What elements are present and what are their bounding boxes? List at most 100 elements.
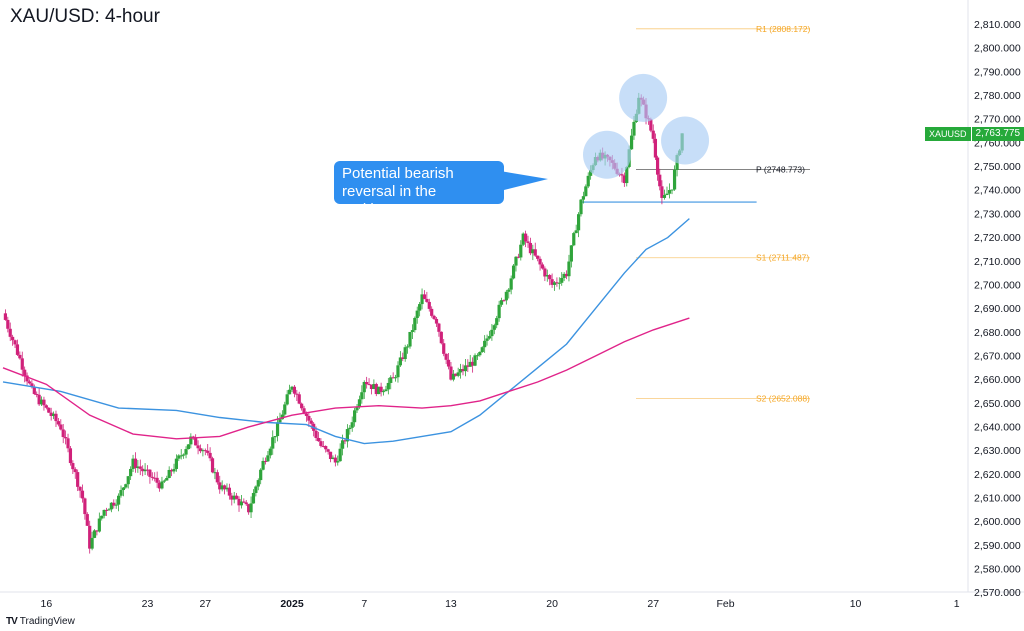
candle	[80, 484, 85, 503]
candle	[333, 454, 337, 467]
candle	[189, 433, 193, 449]
candle	[203, 448, 207, 456]
candle	[155, 471, 159, 488]
candle	[384, 385, 388, 392]
candle	[218, 475, 222, 494]
candle	[543, 266, 547, 282]
candle	[658, 168, 662, 191]
candle	[256, 478, 260, 491]
x-tick-label: 27	[199, 598, 211, 610]
x-tick-label: 7	[361, 598, 367, 610]
candle	[239, 494, 244, 509]
candle	[275, 416, 280, 442]
candle	[569, 245, 573, 268]
candle	[660, 180, 664, 205]
candle	[49, 407, 53, 421]
candle	[114, 499, 118, 509]
candle	[237, 496, 241, 512]
candle	[418, 301, 422, 317]
candle	[625, 165, 629, 187]
candle	[672, 165, 677, 191]
candle	[425, 291, 429, 303]
candle	[381, 389, 386, 396]
candle	[64, 430, 68, 445]
candle	[374, 382, 378, 397]
candle	[353, 407, 357, 427]
candle	[365, 376, 369, 389]
candle	[150, 472, 154, 481]
x-tick-label: Feb	[716, 598, 734, 610]
candle	[432, 314, 436, 320]
candle	[61, 424, 65, 444]
candle	[468, 354, 472, 367]
candle	[220, 480, 224, 492]
candle	[251, 489, 256, 504]
candle	[174, 454, 178, 472]
candle	[112, 499, 116, 509]
candle	[133, 452, 138, 473]
candle	[102, 509, 106, 519]
level-label-p: P (2748.773)	[756, 164, 805, 174]
candle	[410, 324, 415, 339]
brand[interactable]: TV TradingView	[6, 616, 75, 627]
candle	[538, 256, 542, 271]
level-label-r1: R1 (2808.172)	[756, 24, 811, 34]
candle	[167, 466, 171, 479]
candle	[235, 492, 239, 500]
candle	[56, 417, 60, 427]
candle	[446, 353, 451, 370]
candle	[278, 412, 282, 423]
candle	[131, 454, 135, 472]
candle	[466, 359, 470, 372]
candle	[95, 530, 99, 536]
candle	[324, 445, 328, 453]
candle	[574, 224, 578, 234]
candle	[141, 465, 145, 477]
chart-title: XAU/USD: 4-hour	[10, 6, 160, 27]
candle	[25, 372, 29, 386]
pattern-highlights-layer	[583, 73, 710, 179]
candle	[391, 372, 395, 379]
candle	[360, 385, 364, 404]
x-tick-label: 23	[142, 598, 154, 610]
candle	[143, 463, 147, 476]
candle	[552, 281, 557, 291]
candle	[662, 189, 667, 200]
candle	[162, 479, 166, 483]
candle	[321, 441, 325, 448]
candle	[437, 322, 441, 337]
candle	[456, 367, 460, 378]
candle	[23, 366, 27, 383]
candle	[8, 322, 12, 342]
candle	[420, 288, 424, 310]
candle	[434, 316, 439, 328]
candle	[18, 351, 22, 360]
candle	[227, 483, 231, 500]
candle	[244, 499, 248, 506]
candle	[136, 460, 140, 473]
candle	[92, 529, 97, 539]
candle	[367, 378, 371, 386]
candle	[667, 183, 672, 199]
y-tick-label: 2,730.000	[974, 208, 1021, 220]
candle	[213, 468, 217, 480]
y-tick-label: 2,710.000	[974, 256, 1021, 268]
candle	[186, 444, 191, 450]
candle	[576, 212, 581, 238]
candle	[263, 457, 268, 465]
candle	[287, 384, 292, 395]
candle	[461, 364, 465, 376]
candle	[372, 379, 376, 390]
levels-layer: R1 (2808.172) P (2748.773) S1 (2711.487) S2…	[581, 24, 811, 403]
candle	[454, 373, 458, 377]
x-tick-label: 27	[647, 598, 659, 610]
x-tick-label: 20	[546, 598, 558, 610]
candle	[198, 444, 203, 454]
candle	[297, 391, 301, 405]
candle	[557, 277, 561, 290]
candle	[545, 269, 549, 282]
candle	[121, 486, 126, 497]
candle	[581, 191, 586, 204]
candle	[458, 363, 463, 379]
